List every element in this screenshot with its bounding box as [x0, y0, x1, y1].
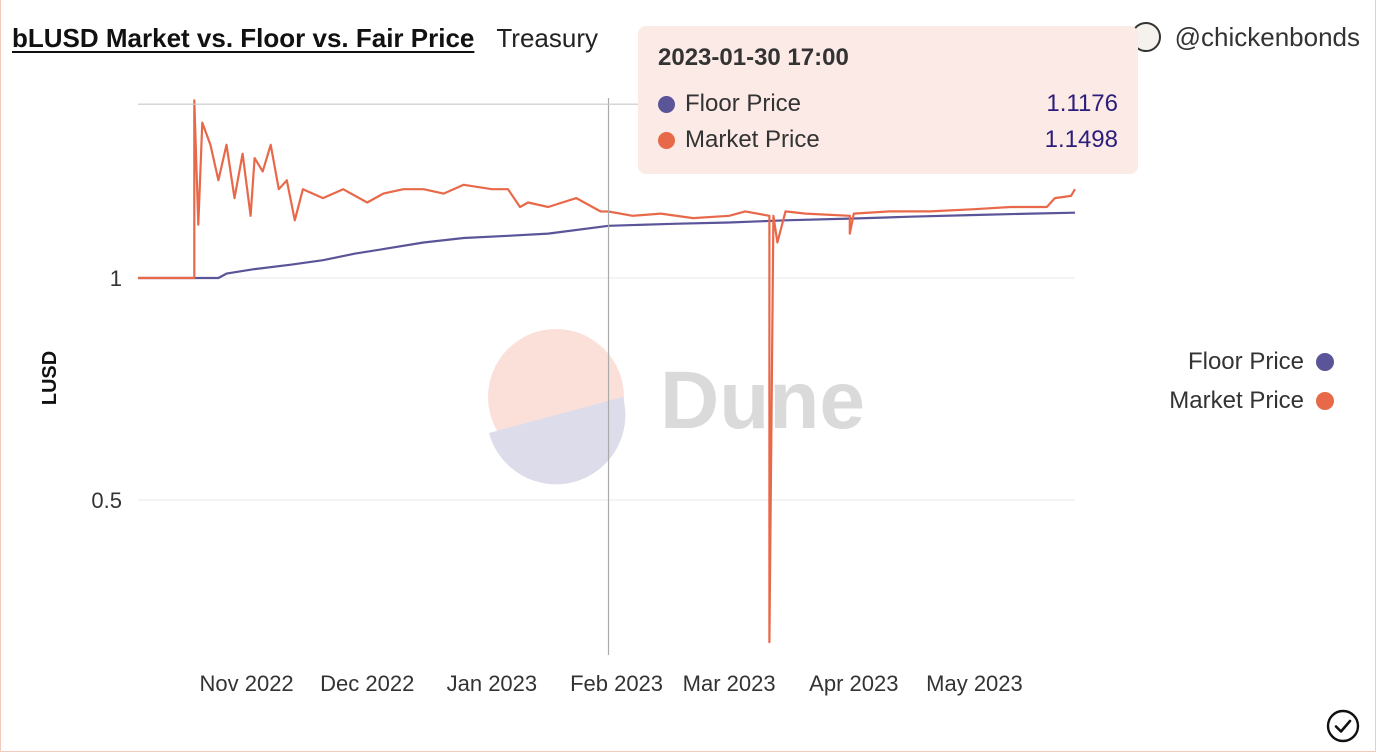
legend-dot-icon [1316, 352, 1334, 371]
y-tick-label: 0.5 [91, 488, 122, 513]
legend-item-market[interactable]: Market Price [1169, 381, 1334, 420]
tooltip-series-value: 1.1498 [1044, 126, 1118, 153]
legend-label: Floor Price [1187, 347, 1304, 375]
author-name[interactable]: @chickenbonds [1174, 21, 1360, 52]
dune-logo-shade [489, 397, 626, 485]
x-tick-label: Jan 2023 [447, 671, 538, 696]
tooltip-date: 2023-01-30 17:00 [658, 44, 849, 71]
legend-dot-icon [1316, 391, 1334, 410]
chart-title-link[interactable]: bLUSD Market vs. Floor vs. Fair Price [12, 22, 475, 53]
y-axis-title: LUSD [39, 351, 61, 405]
tooltip-row-market: Market Price 1.1498 [658, 122, 1118, 158]
x-tick-label: Feb 2023 [570, 671, 663, 696]
x-tick-label: Dec 2022 [320, 671, 414, 696]
tooltip-series-value: 1.1176 [1046, 90, 1118, 117]
legend: Floor Price Market Price [1169, 342, 1334, 420]
hover-tooltip: 2023-01-30 17:00 Floor Price 1.1176 Mark… [638, 26, 1138, 174]
y-tick-label: 1 [110, 266, 122, 291]
tooltip-series-name: Market Price [685, 126, 820, 153]
x-tick-label: Apr 2023 [809, 671, 898, 696]
check-circle-icon[interactable] [1326, 709, 1360, 743]
header: bLUSD Market vs. Floor vs. Fair Price Tr… [12, 18, 598, 58]
x-tick-label: May 2023 [926, 671, 1023, 696]
floor-dot-icon [658, 95, 675, 113]
legend-item-floor[interactable]: Floor Price [1169, 342, 1334, 381]
x-tick-label: Mar 2023 [683, 671, 776, 696]
x-tick-label: Nov 2022 [199, 671, 293, 696]
tooltip-series-name: Floor Price [685, 90, 802, 117]
market-dot-icon [658, 131, 675, 149]
dune-watermark: Dune [488, 329, 865, 485]
legend-label: Market Price [1169, 386, 1304, 414]
series-line-market-price [138, 99, 1076, 644]
watermark-text: Dune [660, 355, 865, 446]
tooltip-row-floor: Floor Price 1.1176 [658, 86, 1118, 122]
dashboard-name[interactable]: Treasury [496, 22, 599, 53]
series-line-floor-price [138, 211, 1076, 280]
